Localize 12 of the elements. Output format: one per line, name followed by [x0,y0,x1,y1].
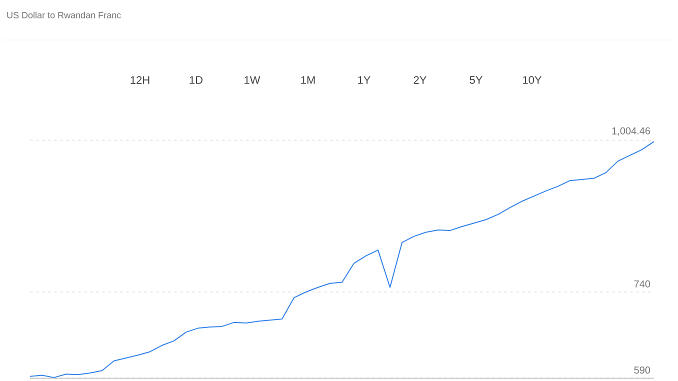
text: 12H [130,76,150,84]
text: 10Y [523,76,542,84]
text: 1D [190,76,203,84]
y-tick-label: 590 [634,366,650,374]
text: 2Y [414,76,426,84]
text: 5Y [470,76,482,84]
y-tick-label: 1,004.46 [612,127,650,136]
text: 1W [244,76,260,84]
y-tick-label: 740 [634,280,650,288]
text: 1M [301,76,315,84]
text: 1Y [358,76,370,84]
chart-title: US Dollar to Rwandan Franc [7,12,121,18]
